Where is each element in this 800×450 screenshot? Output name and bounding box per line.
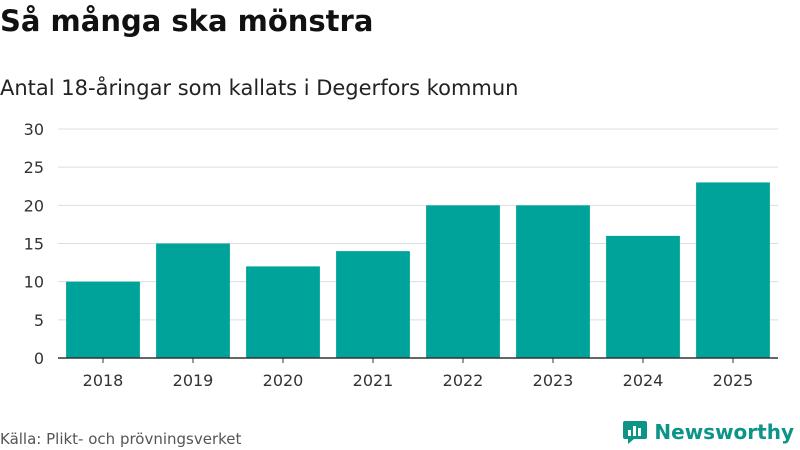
y-tick-label: 20 <box>24 196 44 215</box>
y-tick-label: 5 <box>34 311 44 330</box>
bar-chart-logo-icon <box>623 421 648 444</box>
y-tick-label: 25 <box>24 158 44 177</box>
y-tick-label: 30 <box>24 120 44 139</box>
x-tick-label: 2018 <box>83 371 124 390</box>
x-tick-label: 2021 <box>353 371 394 390</box>
chart-title: Så många ska mönstra <box>0 4 374 38</box>
bar-2022 <box>426 205 500 358</box>
x-tick-label: 2020 <box>263 371 304 390</box>
bar-2020 <box>246 266 320 358</box>
x-tick-label: 2019 <box>173 371 214 390</box>
bar-2021 <box>336 251 410 358</box>
bar-2024 <box>606 235 680 358</box>
y-tick-label: 10 <box>24 273 44 292</box>
y-axis-ticks: 0 5 10 15 20 25 30 <box>24 120 44 368</box>
y-tick-label: 0 <box>34 349 44 368</box>
chart-subtitle: Antal 18-åringar som kallats i Degerfors… <box>0 76 519 100</box>
x-tick-label: 2022 <box>443 371 484 390</box>
brand-name: Newsworthy <box>654 420 794 444</box>
source-note: Källa: Plikt- och prövningsverket <box>0 430 242 448</box>
bar-2018 <box>66 281 140 358</box>
bars <box>66 182 770 358</box>
bar-2025 <box>696 182 770 358</box>
bar-2023 <box>516 205 590 358</box>
y-tick-label: 15 <box>24 235 44 254</box>
x-tick-label: 2023 <box>533 371 574 390</box>
brand-logo: Newsworthy <box>622 419 794 445</box>
x-tick-label: 2024 <box>623 371 664 390</box>
x-tick-label: 2025 <box>713 371 754 390</box>
x-axis-ticks: 2018 2019 2020 2021 2022 2023 2024 2025 <box>83 358 754 390</box>
bar-2019 <box>156 243 230 358</box>
